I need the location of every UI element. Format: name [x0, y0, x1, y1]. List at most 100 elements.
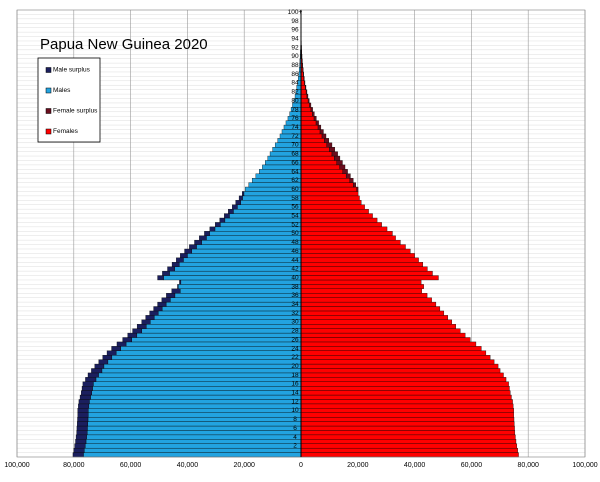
bar [209, 226, 216, 232]
bar [300, 248, 411, 254]
bar [180, 279, 302, 285]
bar [300, 195, 360, 201]
bar [92, 386, 302, 391]
bar [184, 248, 192, 254]
bar [209, 231, 302, 236]
bar [82, 381, 94, 387]
y-tick-label: 84 [291, 80, 299, 87]
bar [300, 173, 347, 179]
y-tick-label: 90 [291, 53, 299, 60]
bar [300, 89, 307, 95]
bar [300, 363, 499, 369]
bar [187, 253, 302, 259]
bar [300, 284, 424, 289]
bar [300, 346, 482, 351]
bar [214, 226, 302, 232]
y-tick-label: 56 [291, 204, 299, 211]
bar [232, 204, 238, 210]
bar [300, 447, 518, 453]
bar [300, 270, 433, 276]
bar [300, 120, 317, 126]
bar [132, 328, 142, 334]
bar [199, 235, 207, 241]
y-tick-label: 64 [291, 168, 299, 175]
bar [103, 363, 302, 369]
bar [73, 447, 85, 453]
bar [317, 124, 322, 130]
axes: 100,000 80,000 60,000 40,000 20,000 0 20,000 40… [4, 9, 597, 469]
y-tick-label: 16 [291, 381, 299, 388]
bar [189, 244, 197, 250]
bar [300, 350, 487, 356]
y-tick-label: 28 [291, 328, 299, 335]
bar [77, 412, 89, 418]
bar [300, 279, 422, 285]
bar [166, 293, 176, 298]
bar [88, 412, 302, 418]
y-tick-label: 92 [291, 44, 299, 51]
bar [215, 222, 221, 228]
y-tick-label: 14 [291, 390, 299, 397]
bar [300, 231, 393, 236]
bar [300, 341, 477, 347]
bar [87, 416, 302, 422]
y-tick-label: 96 [291, 27, 299, 34]
y-tick-label: 44 [291, 257, 299, 264]
bar [93, 381, 302, 387]
bar [145, 315, 155, 320]
bar [177, 284, 179, 289]
bar [136, 332, 302, 338]
bar [83, 452, 302, 458]
bar [300, 253, 415, 259]
bar [300, 169, 343, 174]
bar [98, 372, 302, 378]
y-tick-label: 76 [291, 115, 299, 122]
bar [84, 443, 302, 449]
bar [300, 262, 424, 267]
bar [300, 266, 428, 272]
y-tick-label: 4 [293, 434, 297, 441]
bar [157, 301, 167, 307]
bar [300, 412, 514, 418]
bar [196, 244, 302, 250]
bar [94, 363, 105, 369]
bar [141, 319, 151, 325]
bar [300, 182, 354, 188]
legend-swatch [45, 87, 52, 94]
bar [349, 178, 354, 183]
bar [81, 390, 92, 396]
bar [300, 293, 428, 298]
bar [85, 439, 302, 444]
y-tick-label: 12 [291, 398, 299, 405]
y-tick-label: 38 [291, 283, 299, 290]
bar [353, 182, 356, 188]
bar [313, 116, 317, 121]
bar [300, 275, 439, 281]
y-tick-label: 98 [291, 18, 299, 25]
bar [300, 399, 513, 405]
bar [300, 381, 509, 387]
bar [191, 248, 302, 254]
bar [300, 257, 419, 263]
bar [339, 164, 346, 170]
bar [178, 262, 302, 267]
bar [300, 324, 456, 329]
bar [300, 421, 515, 427]
bar [300, 133, 323, 139]
x-tick-label: 80,000 [517, 462, 539, 469]
y-tick-label: 18 [291, 372, 299, 379]
y-tick-label: 30 [291, 319, 299, 326]
y-tick-label: 48 [291, 239, 299, 246]
y-tick-label: 68 [291, 151, 299, 158]
bar [162, 270, 170, 276]
y-tick-label: 72 [291, 133, 299, 140]
bar [300, 107, 312, 112]
bar [300, 319, 452, 325]
bar [300, 452, 519, 458]
bar [75, 434, 87, 440]
bar [300, 124, 319, 130]
bar [300, 111, 313, 117]
bar [235, 200, 241, 205]
bar [89, 399, 302, 405]
bar [87, 372, 99, 378]
